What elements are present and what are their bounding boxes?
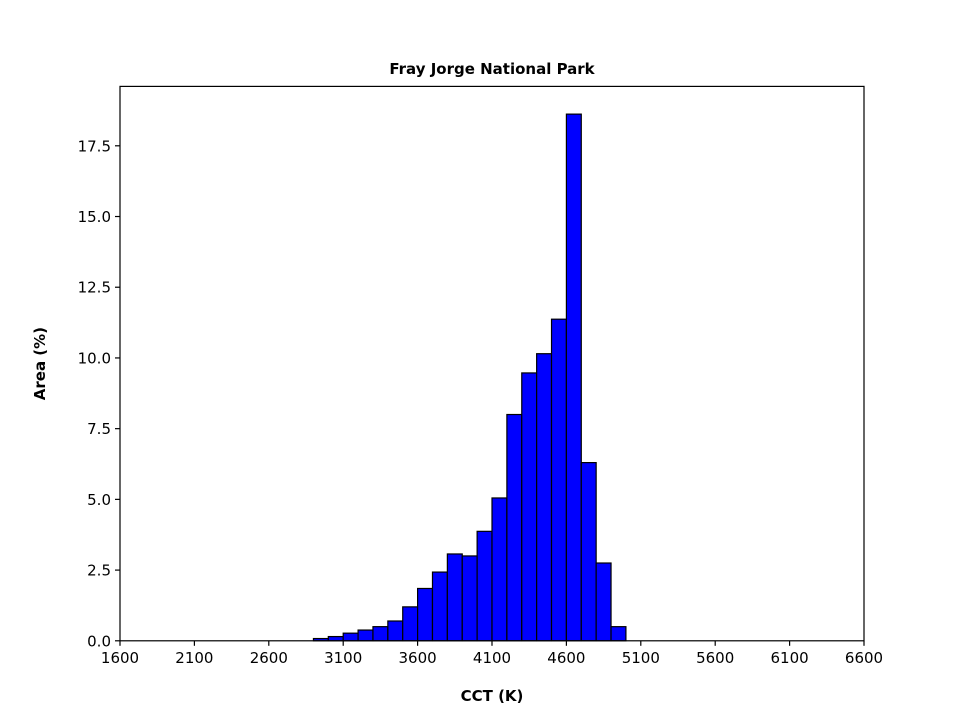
histogram-bar-14: [521, 372, 538, 642]
y-tick-label-1: 2.5: [87, 562, 111, 580]
x-tick-label-7: 5100: [622, 649, 660, 667]
histogram-bar-5: [387, 620, 404, 642]
histogram-bar-2: [342, 632, 359, 642]
x-tick-label-0: 1600: [101, 649, 139, 667]
histogram-bar-6: [402, 606, 419, 642]
histogram-bar-12: [491, 497, 508, 642]
histogram-bar-16: [550, 318, 568, 642]
histogram-bars: [312, 113, 627, 642]
chart-title: Fray Jorge National Park: [389, 60, 595, 78]
histogram-bar-13: [506, 413, 523, 642]
x-tick-label-4: 3600: [399, 649, 437, 667]
x-tick-label-2: 2600: [250, 649, 288, 667]
histogram-bar-17: [565, 113, 582, 642]
y-tick-label-3: 7.5: [87, 420, 111, 438]
x-axis-ticks: 1600 2100 2600 3100 3600 4100 4600 5100 5600 6100…: [101, 640, 883, 667]
histogram-bar-18: [580, 462, 597, 642]
x-tick-label-1: 2100: [175, 649, 213, 667]
y-tick-label-0: 0.0: [87, 632, 111, 650]
y-axis-ticks: 0.0 2.5 5.0 7.5 10.0 12.5 15.0 17.5: [78, 137, 120, 650]
histogram-bar-8: [431, 571, 448, 642]
x-tick-label-3: 3100: [324, 649, 362, 667]
x-tick-label-10: 6600: [845, 649, 883, 667]
plot-frame: [119, 85, 865, 642]
y-axis-label: Area (%): [31, 327, 49, 400]
y-tick-label-7: 17.5: [78, 137, 111, 155]
y-tick-label-5: 12.5: [78, 279, 111, 297]
x-axis-label: CCT (K): [461, 687, 524, 705]
y-tick-label-6: 15.0: [78, 208, 111, 226]
y-tick-label-2: 5.0: [87, 491, 111, 509]
histogram-bar-1: [327, 635, 344, 642]
histogram-bar-20: [610, 626, 627, 642]
x-tick-label-9: 6100: [771, 649, 809, 667]
x-tick-label-6: 4600: [547, 649, 585, 667]
histogram-bar-15: [536, 353, 553, 642]
x-tick-label-8: 5600: [696, 649, 734, 667]
histogram-bar-7: [417, 587, 434, 642]
histogram-bar-4: [372, 626, 389, 642]
y-tick-label-4: 10.0: [78, 349, 111, 367]
x-tick-label-5: 4100: [473, 649, 511, 667]
histogram-bar-19: [595, 562, 612, 642]
histogram-bar-10: [461, 555, 478, 642]
histogram-bar-11: [476, 530, 493, 642]
histogram-bar-9: [446, 553, 463, 642]
histogram-bar-3: [357, 629, 374, 642]
